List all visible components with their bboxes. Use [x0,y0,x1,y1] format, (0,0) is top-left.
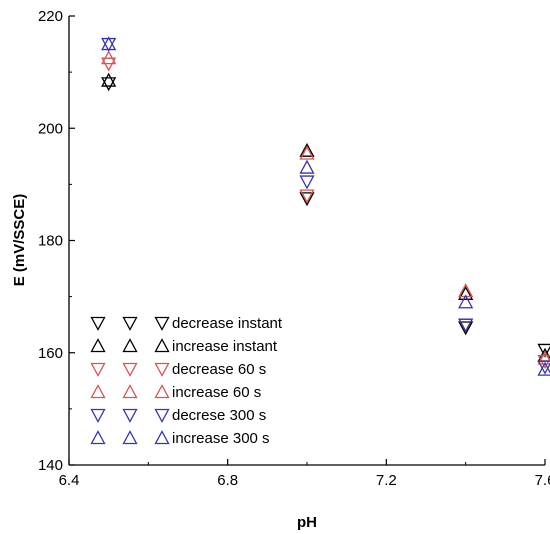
data-point [101,77,117,92]
legend-symbol [154,362,170,377]
y-tick-label: 220 [38,8,63,25]
axes: 140 160 180 200 220 6.4 6.8 7.2 7.6 [38,8,550,489]
legend-symbol [122,316,138,331]
x-tick-label: 7.2 [376,472,397,489]
x-tick-label: 6.8 [217,472,238,489]
data-point [537,360,550,375]
legend-symbol [90,384,106,399]
legend-symbol [154,384,170,399]
data-points [101,36,550,376]
legend-symbol [90,430,106,445]
data-point [101,72,117,87]
legend-symbol [122,362,138,377]
legend-symbol [154,430,170,445]
legend-label: decrease instant [172,315,283,332]
data-point [458,318,474,333]
y-axis-title: E (mV/SSCE) [11,194,28,287]
data-point [458,294,474,309]
legend-symbol [90,316,106,331]
legend-symbol [90,362,106,377]
y-tick-label: 160 [38,345,63,362]
legend-symbol [90,338,106,353]
legend-label: increase 60 s [172,384,261,401]
legend-label: decrese 300 s [172,407,266,424]
legend-symbol [154,338,170,353]
data-point [299,159,315,174]
legend-symbol [122,384,138,399]
data-point [537,343,550,358]
y-tick-label: 180 [38,233,63,250]
data-point [299,142,315,157]
legend-label: decrease 60 s [172,361,266,378]
data-point [537,361,550,376]
legend-symbol [154,408,170,423]
legend-label: increase 300 s [172,430,270,447]
x-axis-title: pH [297,514,317,531]
legend-symbol [122,408,138,423]
legend-symbol [122,430,138,445]
legend-symbol [90,408,106,423]
x-tick-label: 7.6 [535,472,550,489]
data-point [101,36,117,51]
data-point [299,175,315,190]
y-tick-label: 200 [38,120,63,137]
legend-symbol [122,338,138,353]
data-point [299,192,315,207]
x-tick-label: 6.4 [59,472,80,489]
legend: decrease instant increase instant decrease… [90,315,283,447]
legend-label: increase instant [172,338,278,355]
data-point [299,189,315,204]
y-tick-label: 140 [38,457,63,474]
data-point [299,145,315,160]
legend-symbol [154,316,170,331]
data-point [458,321,474,336]
data-point [101,37,117,52]
data-point [101,50,117,65]
data-point [458,285,474,300]
